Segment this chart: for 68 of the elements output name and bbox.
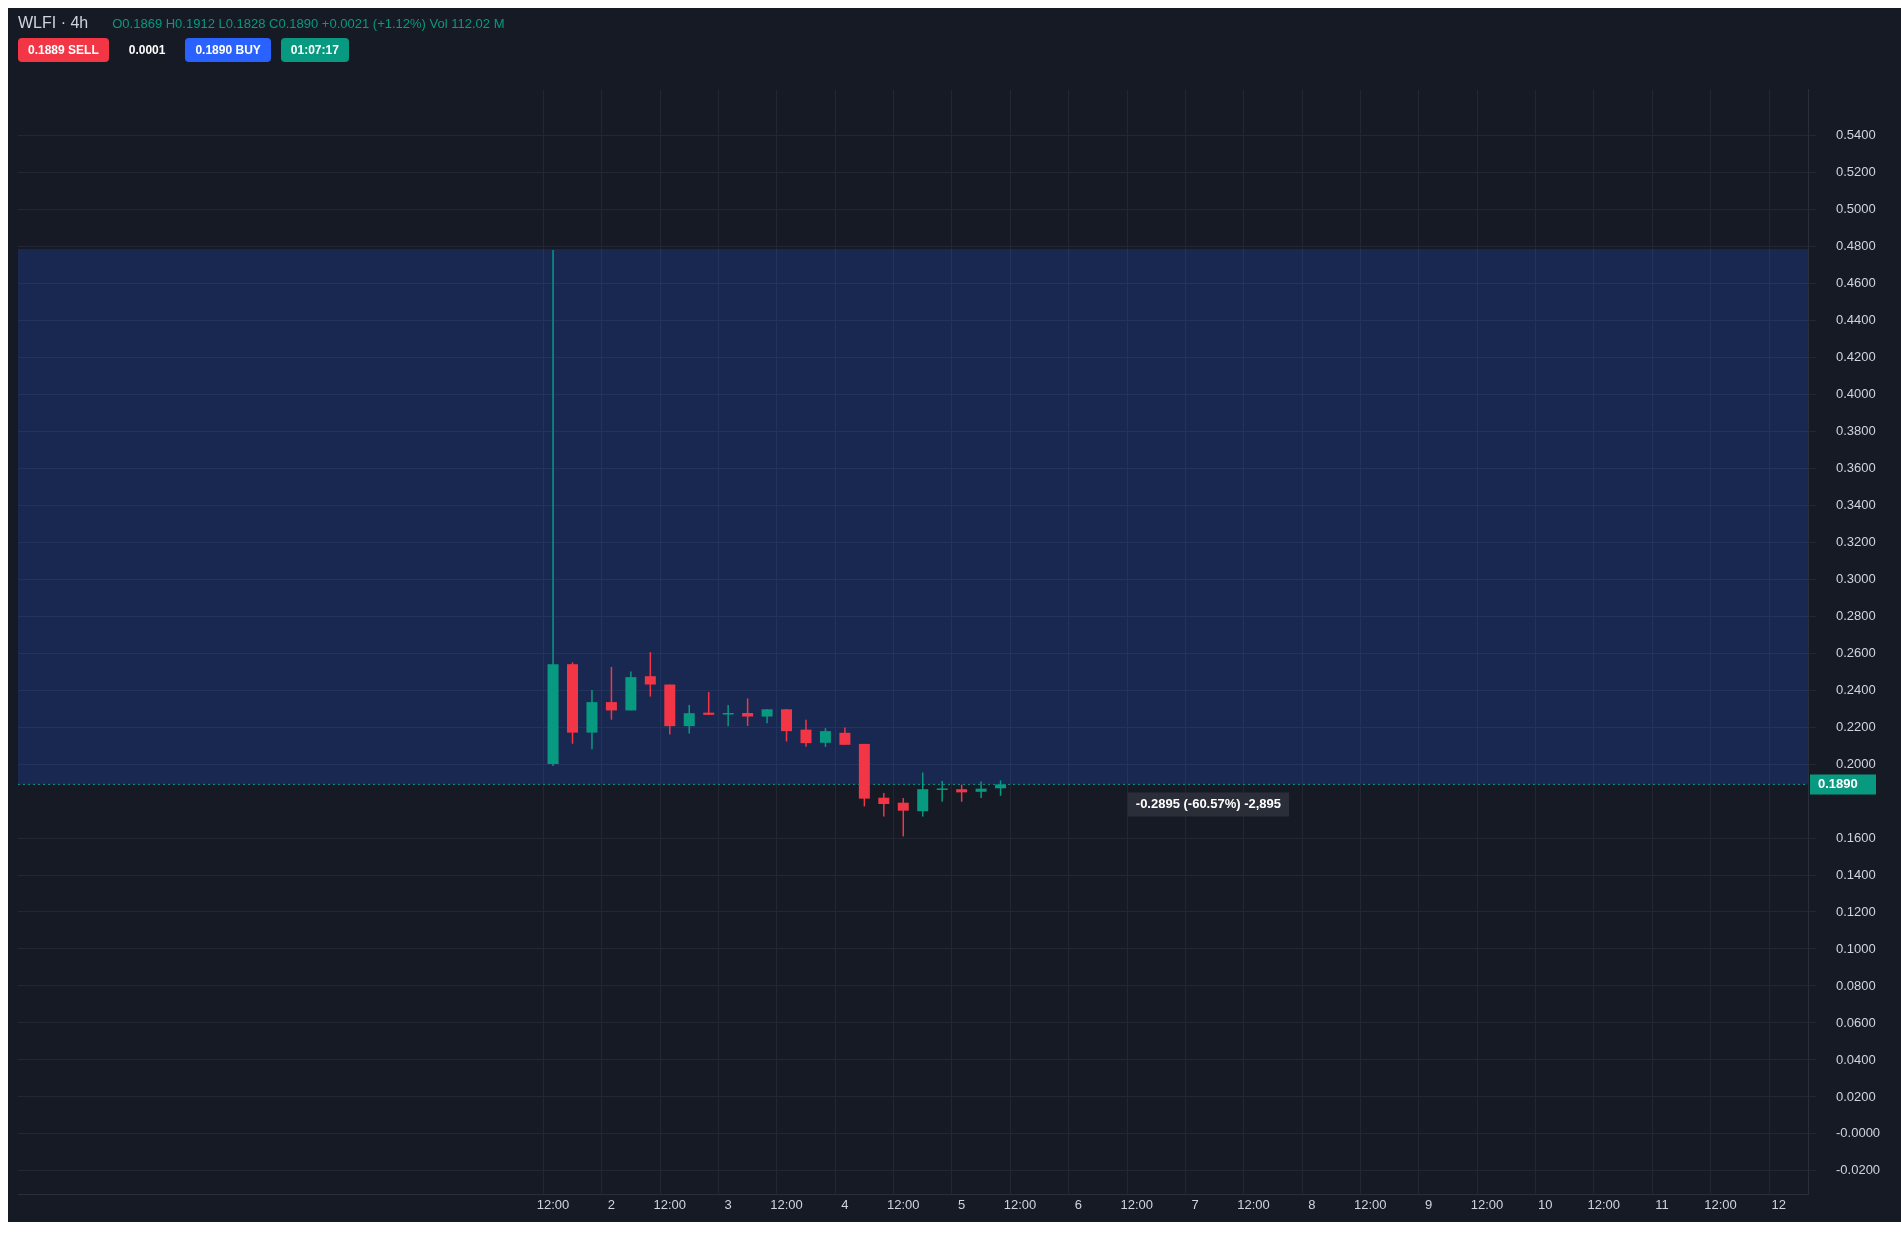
candlestick [742, 697, 754, 727]
y-tick-label: 0.3800 [1836, 422, 1876, 438]
x-tick-label: 7 [1191, 1196, 1199, 1212]
chart-subtitle: O0.1869 H0.1912 L0.1828 C0.1890 +0.0021 (+1.12%) Vol 112.02 M [112, 15, 505, 31]
y-tick-label: 0.2800 [1836, 607, 1876, 623]
candlestick [800, 718, 812, 748]
candlestick [644, 651, 656, 698]
text: 0.0001 [127, 42, 167, 59]
ref-line-label: 0.1890 [1818, 775, 1858, 791]
y-tick-label: 0.1000 [1836, 940, 1876, 956]
candlestick [781, 708, 793, 743]
x-tick-label: 12 [1771, 1196, 1787, 1212]
x-tick-label: 12:00 [1587, 1196, 1620, 1212]
y-tick-label: 0.3400 [1836, 496, 1876, 512]
y-tick-label: 0.4800 [1836, 237, 1876, 253]
y-tick-label: 0.4600 [1836, 274, 1876, 290]
x-tick-label: 3 [724, 1196, 732, 1212]
x-tick-label: 12:00 [653, 1196, 687, 1212]
text: 0.1889 SELL [18, 38, 109, 62]
x-tick-label: 6 [1074, 1196, 1082, 1212]
y-tick-label: 0.3000 [1836, 570, 1876, 586]
y-tick-label: 0.0400 [1836, 1051, 1876, 1067]
y-tick-label: 0.2600 [1836, 644, 1876, 660]
y-tick-label: 0.0200 [1836, 1088, 1876, 1104]
text: 01:07:17 [280, 38, 349, 62]
x-tick-label: 12:00 [1237, 1196, 1270, 1212]
y-tick-label: -0.0200 [1836, 1162, 1881, 1178]
candlestick [878, 792, 890, 818]
text: 0.1890 BUY [185, 38, 271, 62]
y-tick-label: 0.1200 [1836, 903, 1876, 919]
x-tick-label: 11 [1655, 1196, 1669, 1212]
band-label: -0.2895 (-60.57%) -2,895 [1135, 795, 1282, 811]
y-tick-label: 0.4200 [1836, 348, 1876, 364]
x-tick-label: 12:00 [1120, 1196, 1154, 1212]
candlestick [897, 797, 909, 838]
y-tick-label: 0.0800 [1836, 977, 1876, 993]
y-tick-label: 0.1600 [1836, 829, 1876, 845]
y-tick-label: 0.4400 [1836, 311, 1876, 327]
y-tick-label: 0.2000 [1836, 755, 1876, 771]
y-tick-label: 0.0600 [1836, 1014, 1876, 1030]
y-tick-label: 0.4000 [1836, 385, 1876, 401]
y-tick-label: 0.3200 [1836, 533, 1876, 549]
x-tick-label: 12:00 [1003, 1196, 1037, 1212]
x-tick-label: 8 [1308, 1196, 1316, 1212]
x-tick-label: 4 [841, 1196, 849, 1212]
x-tick-label: 12:00 [1704, 1196, 1737, 1212]
y-tick-label: 0.5000 [1836, 200, 1876, 216]
x-tick-label: 12:00 [887, 1196, 920, 1212]
x-tick-label: 2 [607, 1196, 616, 1212]
y-tick-label: -0.0000 [1836, 1125, 1881, 1141]
x-tick-label: 5 [958, 1196, 966, 1212]
candlestick [722, 704, 734, 727]
chart-title: WLFI · 4h [18, 14, 89, 32]
candlestick [819, 727, 831, 748]
x-tick-label: 12:00 [536, 1196, 570, 1212]
y-tick-label: 0.3600 [1836, 459, 1876, 475]
candlestick [605, 666, 617, 721]
y-tick-label: 0.5400 [1836, 126, 1876, 142]
x-tick-label: 9 [1424, 1196, 1433, 1212]
x-tick-label: 10 [1538, 1196, 1553, 1212]
y-tick-label: 0.1400 [1836, 866, 1876, 882]
y-tick-label: 0.5200 [1836, 163, 1876, 179]
y-tick-label: 0.2200 [1836, 718, 1876, 734]
x-tick-label: 12:00 [1353, 1196, 1387, 1212]
x-tick-label: 12:00 [1470, 1196, 1504, 1212]
y-tick-label: 0.2400 [1836, 681, 1876, 697]
x-tick-label: 12:00 [770, 1196, 803, 1212]
candlestick [683, 704, 695, 735]
